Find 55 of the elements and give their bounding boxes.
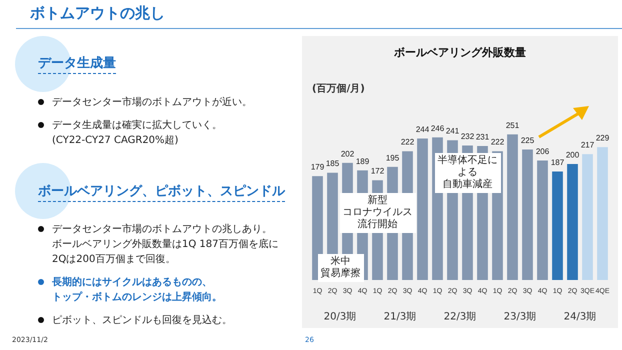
annotation: 半導体不足に [438,154,498,167]
data-label: 200 [566,150,580,160]
annotation: よる [456,166,478,178]
data-label: 222 [400,138,415,147]
text: ボトムアウトの兆し [30,4,165,23]
data-label: 246 [430,124,445,133]
bar [507,134,518,280]
data-label: 231 [476,132,490,142]
data-label: 244 [416,124,430,134]
data-label: 206 [536,147,550,156]
text: ボールベアリング外販数量は1Q 187百万個を底に [52,238,278,252]
data-label: 217 [580,140,595,150]
data-label: 195 [386,153,400,162]
bar [522,150,533,280]
text: 24/3期 [564,310,596,322]
annotation: 自動車減産 [442,178,494,191]
data-label: 232 [460,132,475,141]
bar [567,164,578,280]
text: ボールベアリング、ピボット、スピンドル [38,182,285,202]
text: 21/3期 [384,310,416,322]
text: 20/3期 [324,310,356,322]
data-label: 241 [446,126,460,136]
text: 2Qは200百万個まで回復。 [52,253,176,267]
data-label: 172 [370,166,385,176]
y-axis-title: (百万個/月) [312,82,365,94]
data-label: 225 [520,136,535,145]
data-label: 179 [310,162,325,172]
text: データ生成量は確実に拡大していく。 [52,118,222,133]
data-label: 187 [550,158,565,168]
text: トップ・ボトムのレンジは上昇傾向。 [52,290,222,305]
annotation: 新型 [366,195,388,208]
data-label: 202 [340,149,355,158]
text: 長期的にはサイクルはあるものの、 [52,276,213,290]
text: (CY22-CY27 CAGR20%超) [52,134,180,148]
data-label: 185 [326,159,340,168]
text: 22/3期 [444,310,476,322]
data-label: 229 [596,134,610,143]
text: データ生成量 [38,54,116,74]
bar [552,172,563,280]
bar [537,160,548,280]
data-label: 222 [490,138,505,147]
bar [582,154,593,280]
annotation: 米中 [330,256,352,268]
text: データセンター市場のボトムアウトの兆しあり。 [52,222,273,237]
text: 23/3期 [504,310,536,322]
chart-title: ボールベアリング外販数量 [393,46,526,59]
data-label: 189 [356,156,370,166]
bar [417,138,428,280]
text: ピボット、スピンドルも回復を見込む。 [52,314,232,328]
data-label: 251 [506,120,520,130]
annotation: 貿易摩擦 [320,268,360,280]
text: データセンター市場のボトムアウトが近い。 [52,96,252,110]
bar [597,147,608,280]
annotation: 流行開始 [356,219,398,232]
annotation: コロナウイルス [342,207,412,218]
